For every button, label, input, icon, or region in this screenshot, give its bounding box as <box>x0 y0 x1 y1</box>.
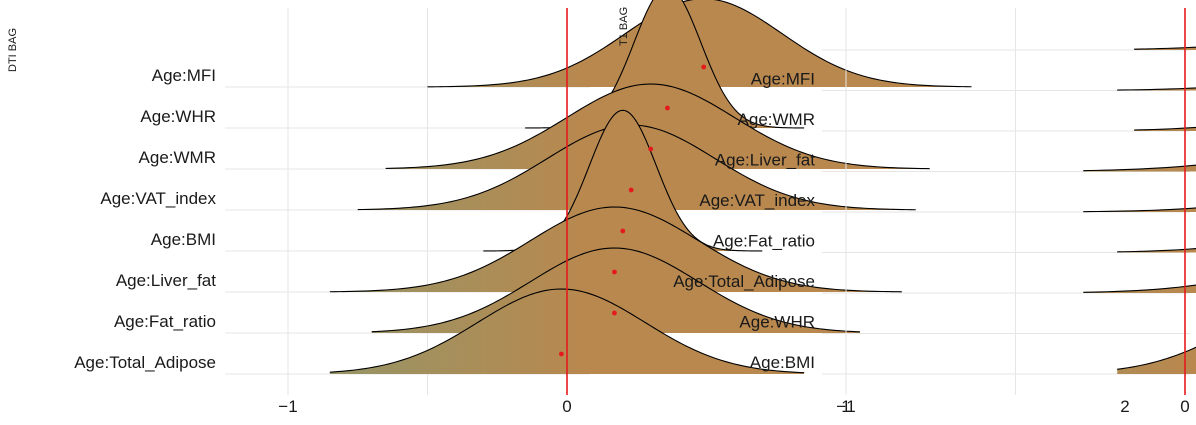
dti-ridge-area <box>371 248 860 333</box>
dti-mean-point <box>559 351 564 357</box>
t1-ridge-area <box>1117 347 1196 374</box>
dti-mean-point <box>701 64 707 70</box>
t1-ridge-outline <box>1134 46 1196 50</box>
t1-category-labels: Age:BMI Age:WHR Age:Total_Adipose Age:Fat_r… <box>673 70 815 373</box>
dti-ridge-outline <box>427 0 972 88</box>
dti-x-tick-label: 0 <box>562 397 571 416</box>
dti-category-label: Age:Liver_fat <box>116 271 216 290</box>
dti-category-label: Age:WMR <box>139 148 216 167</box>
dti-x-tick-labels: −1 0 1 2 <box>278 397 1129 416</box>
dti-category-label: Age:VAT_index <box>100 189 216 208</box>
dti-category-label: Age:MFI <box>152 66 216 85</box>
dti-category-labels: Age:Total_Adipose Age:Fat_ratio Age:Liver_… <box>74 66 216 372</box>
dti-category-label: Age:Fat_ratio <box>114 312 216 331</box>
t1-category-label: Age:BMI <box>750 353 815 372</box>
t1-ridge-area <box>1134 127 1196 131</box>
t1-ridge-outline <box>1134 126 1196 131</box>
dti-panel-label: DTI BAG <box>7 28 19 72</box>
t1-category-label: Age:Fat_ratio <box>713 232 815 251</box>
dti-mean-point <box>612 269 617 275</box>
t1-ridge-area <box>1117 248 1196 253</box>
dti-category-label: Age:WHR <box>140 107 216 126</box>
t1-category-label: Age:MFI <box>751 70 815 89</box>
t1-x-tick-labels: −10123 <box>836 397 1189 416</box>
t1-ridge-area <box>1134 47 1196 50</box>
t1-category-label: Age:Total_Adipose <box>673 272 815 291</box>
t1-ridge-outline <box>1117 87 1196 91</box>
t1-category-label: Age:WMR <box>738 110 815 129</box>
dti-x-tick-label: −1 <box>278 397 297 416</box>
t1-ridge-area <box>1083 285 1196 293</box>
t1-ridge-outline <box>1117 346 1196 370</box>
dti-ridge-area <box>385 84 930 169</box>
t1-grid <box>822 8 1190 395</box>
t1-category-label: Age:Liver_fat <box>715 151 815 170</box>
t1-x-tick-label: −1 <box>836 397 855 416</box>
t1-ridge-area <box>1083 207 1196 212</box>
t1-panel-label: T1 BAG <box>618 7 630 46</box>
t1-category-label: Age:WHR <box>739 313 815 332</box>
t1-x-tick-label: 0 <box>1180 397 1189 416</box>
t1-ridge-outline <box>1083 207 1196 213</box>
dti-x-tick-label: 1 <box>841 397 850 416</box>
dti-mean-point <box>612 310 617 316</box>
t1-ridges <box>1083 46 1196 374</box>
dti-mean-points <box>559 64 707 357</box>
dti-ridge-outline <box>385 83 930 170</box>
t1-ridge-outline <box>1083 164 1196 172</box>
dti-ridge-outline <box>371 247 860 333</box>
dti-ridge-area <box>525 0 805 128</box>
dti-mean-point <box>648 146 654 152</box>
t1-ridge-outline <box>1083 284 1196 293</box>
dti-mean-point <box>620 228 626 234</box>
t1-bag-panel: Age:BMI Age:WHR Age:Total_Adipose Age:Fat_r… <box>618 7 1196 416</box>
dti-ridge-outline <box>329 206 902 293</box>
t1-category-label: Age:VAT_index <box>699 191 815 210</box>
dti-x-tick-label: 2 <box>1120 397 1129 416</box>
t1-ridge-area <box>1117 87 1196 91</box>
t1-ridge-area <box>1083 165 1196 172</box>
dti-ridge-area <box>483 110 763 251</box>
dti-bag-panel: Age:Total_Adipose Age:Fat_ratio Age:Liver_… <box>7 0 1130 416</box>
dti-ridges <box>329 0 972 374</box>
t1-ridge-outline <box>1117 248 1196 253</box>
dti-mean-point <box>628 187 634 193</box>
dti-category-label: Age:BMI <box>151 230 216 249</box>
dti-category-label: Age:Total_Adipose <box>74 353 216 372</box>
dti-mean-point <box>665 105 670 111</box>
